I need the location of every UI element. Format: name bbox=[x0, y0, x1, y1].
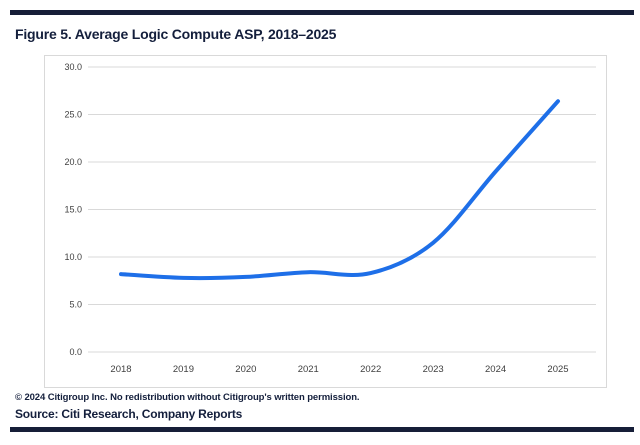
y-tick-label: 0.0 bbox=[69, 347, 82, 357]
x-tick-label: 2024 bbox=[485, 364, 506, 375]
bottom-accent-bar bbox=[10, 427, 634, 432]
x-tick-label: 2021 bbox=[298, 364, 319, 375]
source-text: Source: Citi Research, Company Reports bbox=[15, 407, 243, 421]
top-accent-bar bbox=[10, 10, 634, 15]
copyright-text: © 2024 Citigroup Inc. No redistribution … bbox=[15, 392, 360, 403]
chart-card: 0.0 5.0 10.0 15.0 20.0 25.0 30.0 2018 2019 2020 20… bbox=[44, 55, 607, 388]
x-tick-label: 2023 bbox=[423, 364, 444, 375]
figure-title: Figure 5. Average Logic Compute ASP, 201… bbox=[15, 26, 337, 42]
x-tick-label: 2020 bbox=[235, 364, 256, 375]
y-tick-label: 20.0 bbox=[64, 157, 82, 167]
asp-line-series bbox=[119, 99, 560, 281]
x-tick-label: 2018 bbox=[110, 364, 131, 375]
x-tick-label: 2019 bbox=[173, 364, 194, 375]
y-tick-label: 10.0 bbox=[64, 252, 82, 262]
y-tick-label: 25.0 bbox=[64, 110, 82, 120]
y-tick-label: 5.0 bbox=[69, 300, 82, 310]
x-tick-label: 2025 bbox=[547, 364, 568, 375]
x-tick-label: 2022 bbox=[360, 364, 381, 375]
y-tick-label: 30.0 bbox=[64, 62, 82, 72]
line-chart: 0.0 5.0 10.0 15.0 20.0 25.0 30.0 2018 2019 2020 20… bbox=[64, 62, 596, 375]
y-tick-label: 15.0 bbox=[64, 205, 82, 215]
